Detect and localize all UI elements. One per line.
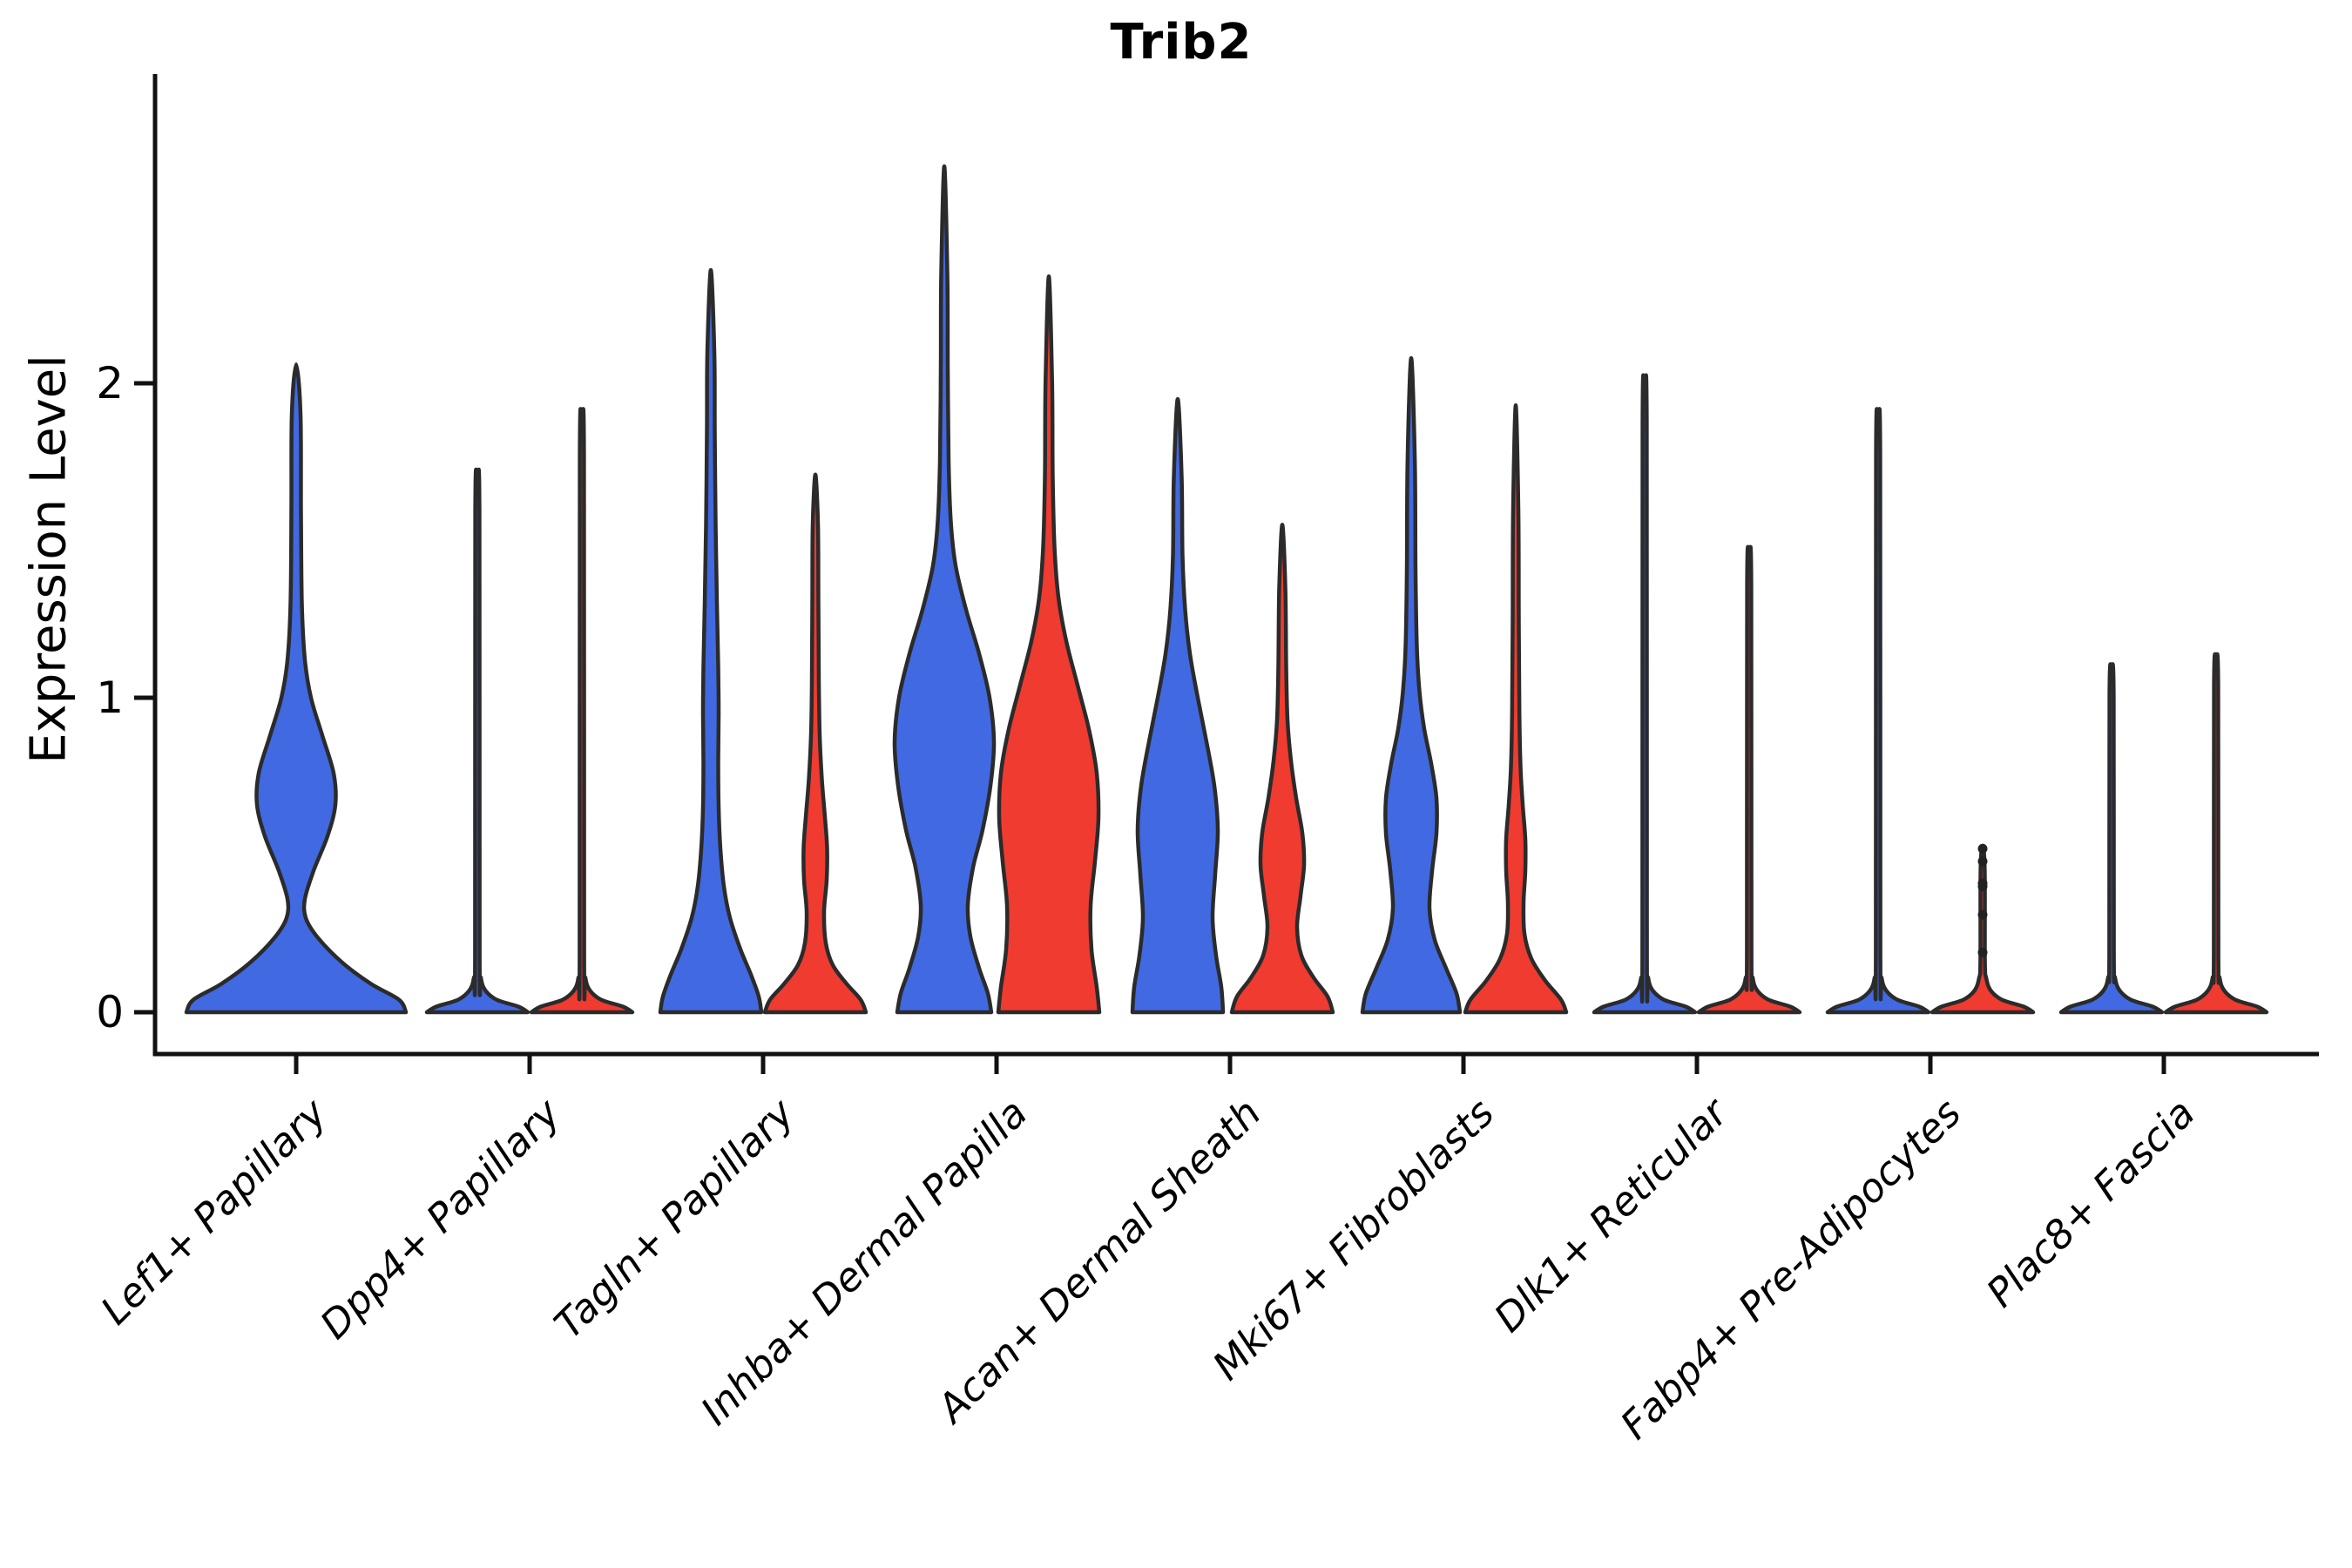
- violin-dlk1-reticular-red: [1696, 544, 1802, 1015]
- violin-plac8-fascia-red: [2163, 652, 2269, 1015]
- page-title: Trib2: [1110, 14, 1253, 71]
- violin-dlk1-reticular-blue: [1592, 373, 1698, 1015]
- violin-acan-dermal-sheath-red: [1229, 523, 1335, 1015]
- jitter-point-fabp4-pre-adipocytes-red-5: [1977, 947, 1988, 957]
- violin-tagln-papillary-red: [762, 472, 868, 1015]
- y-axis-label: Expression Level: [20, 355, 78, 764]
- jitter-point-fabp4-pre-adipocytes-red-3: [1977, 882, 1988, 892]
- violin-inhba-dermal-papilla-red: [996, 274, 1102, 1015]
- violin-lef1-papillary-blue: [184, 362, 409, 1015]
- y-tick-label-2: 2: [96, 358, 124, 409]
- violin-plac8-fascia-blue: [2058, 662, 2165, 1015]
- jitter-point-fabp4-pre-adipocytes-red-1: [1977, 856, 1988, 867]
- violin-dpp4-papillary-red: [529, 407, 635, 1015]
- violin-fabp4-pre-adipocytes-red: [1930, 843, 2036, 1015]
- jitter-point-fabp4-pre-adipocytes-red-4: [1977, 909, 1988, 920]
- violin-mki67-fibroblasts-blue: [1360, 355, 1463, 1015]
- violin-tagln-papillary-blue: [658, 267, 764, 1015]
- jitter-point-fabp4-pre-adipocytes-red-0: [1977, 843, 1988, 854]
- violin-acan-dermal-sheath-blue: [1130, 396, 1226, 1015]
- violin-mki67-fibroblasts-red: [1463, 403, 1569, 1015]
- violin-dpp4-papillary-blue: [424, 467, 531, 1015]
- y-tick-label-1: 1: [96, 672, 124, 723]
- y-tick-label-0: 0: [96, 987, 124, 1037]
- violin-inhba-dermal-papilla-blue: [892, 164, 997, 1015]
- violin-fabp4-pre-adipocytes-blue: [1825, 407, 1931, 1015]
